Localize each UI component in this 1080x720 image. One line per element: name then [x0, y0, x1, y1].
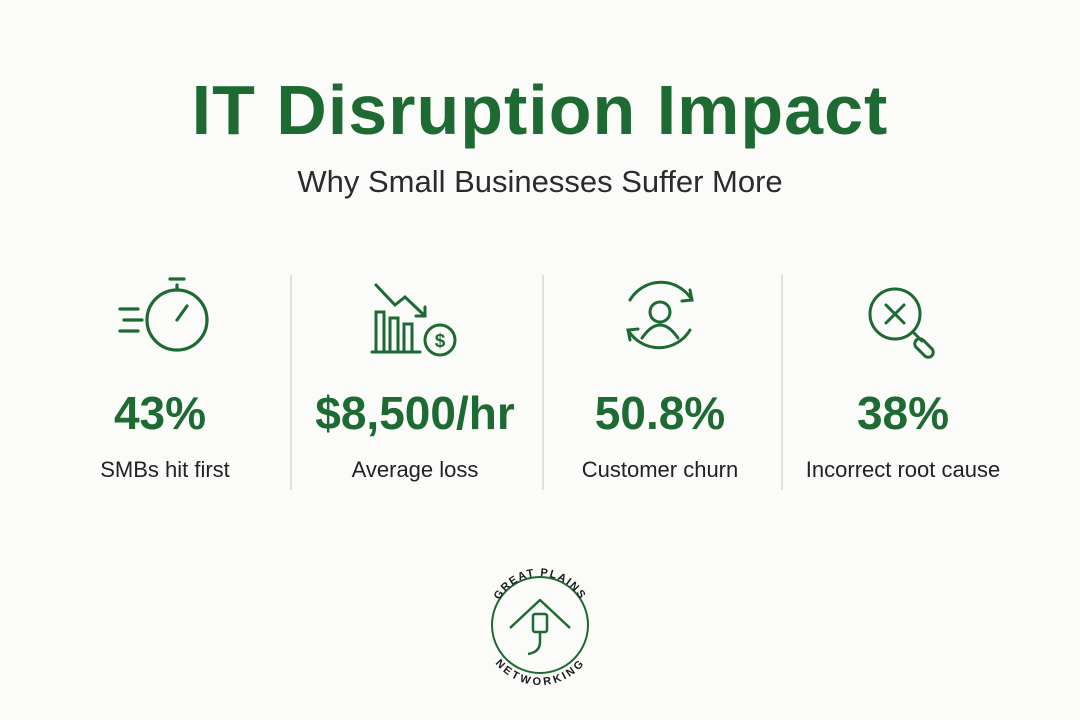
- search-x-icon: [868, 287, 935, 359]
- stat-value: 50.8%: [594, 387, 726, 439]
- svg-text:$: $: [435, 331, 446, 352]
- stat-label: Customer churn: [581, 457, 739, 482]
- stat-label: Incorrect root cause: [805, 457, 1001, 482]
- subtitle: Why Small Businesses Suffer More: [297, 164, 783, 199]
- loss-icon: $: [370, 283, 457, 357]
- stopwatch-icon: [118, 277, 209, 352]
- stat-value: 43%: [113, 387, 207, 439]
- logo: GREAT PLAINS NETWORKING: [491, 567, 589, 688]
- churn-icon: [626, 280, 694, 350]
- title: IT Disruption Impact: [191, 71, 889, 149]
- dividers: [290, 275, 783, 490]
- stat-label: Average loss: [351, 457, 479, 482]
- logo-house: [509, 598, 571, 656]
- logo-top-text: GREAT PLAINS: [492, 567, 587, 602]
- stat-value: 38%: [856, 387, 950, 439]
- stat-label: SMBs hit first: [100, 457, 230, 482]
- logo-ring: [491, 576, 589, 674]
- logo-top: GREAT PLAINS: [492, 567, 588, 602]
- stat-value: $8,500/hr: [315, 387, 515, 439]
